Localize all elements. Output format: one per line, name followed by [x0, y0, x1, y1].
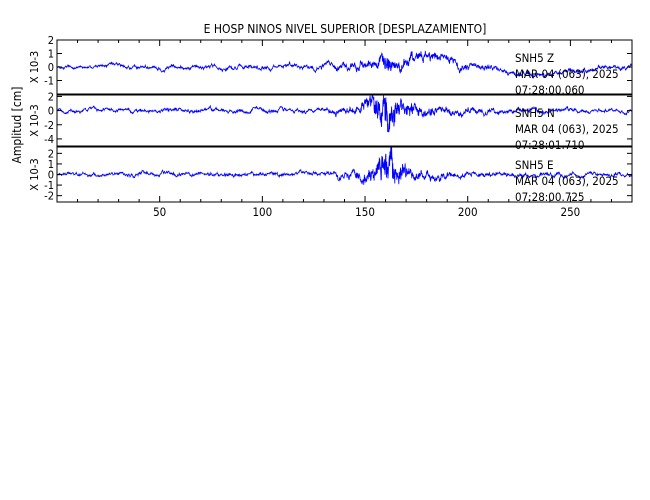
waveform-n — [56, 94, 633, 133]
y-tick-label: 2 — [48, 34, 54, 47]
scale-label: X 10-3 — [28, 104, 41, 136]
y-tick-label: 2 — [48, 147, 54, 160]
date-label: MAR 04 (063), 2025 — [515, 67, 619, 81]
y-tick-label: -4 — [44, 133, 54, 146]
x-tick-label: 200 — [458, 205, 478, 219]
y-tick-label: 0 — [48, 61, 54, 74]
x-tick-label: 250 — [561, 205, 581, 219]
y-tick-label: 1 — [48, 158, 54, 171]
waveform-e — [56, 146, 633, 185]
y-tick-label: 2 — [48, 90, 54, 103]
y-tick-label: 0 — [48, 169, 54, 182]
date-label: MAR 04 (063), 2025 — [515, 174, 619, 188]
station-label: SNH5 N — [515, 106, 555, 120]
time-label: 07:28:00.725 — [515, 190, 585, 204]
time-label: 07:28:01.710 — [515, 138, 585, 152]
x-tick-label: 100 — [252, 205, 272, 219]
waveform-z — [56, 50, 633, 79]
y-tick-label: -1 — [44, 179, 54, 192]
y-tick-label: -2 — [44, 119, 54, 132]
station-label: SNH5 E — [515, 158, 554, 172]
station-label: SNH5 Z — [515, 51, 554, 65]
scale-label: X 10-3 — [28, 51, 41, 83]
x-tick-label: 150 — [355, 205, 375, 219]
y-tick-label: 0 — [48, 105, 54, 118]
panel-frame — [56, 94, 633, 147]
x-axis: 50 100 150 200 250 — [77, 40, 612, 219]
y-tick-label: -2 — [44, 190, 54, 203]
scale-label: X 10-3 — [28, 158, 41, 190]
y-tick-label: -1 — [44, 75, 54, 88]
y-axis-label: Amplitud [cm] — [10, 87, 24, 164]
chart-title: E HOSP NINOS NIVEL SUPERIOR [DESPLAZAMIE… — [204, 22, 487, 36]
time-label: 07:28:00.060 — [515, 83, 585, 97]
panel-n: -4-20 2 X 10-3 SNH5 N MAR 04 (063), 2025 07:2… — [28, 90, 633, 152]
date-label: MAR 04 (063), 2025 — [515, 122, 619, 136]
y-tick-label: 1 — [48, 48, 54, 61]
x-tick-label: 50 — [153, 205, 166, 219]
